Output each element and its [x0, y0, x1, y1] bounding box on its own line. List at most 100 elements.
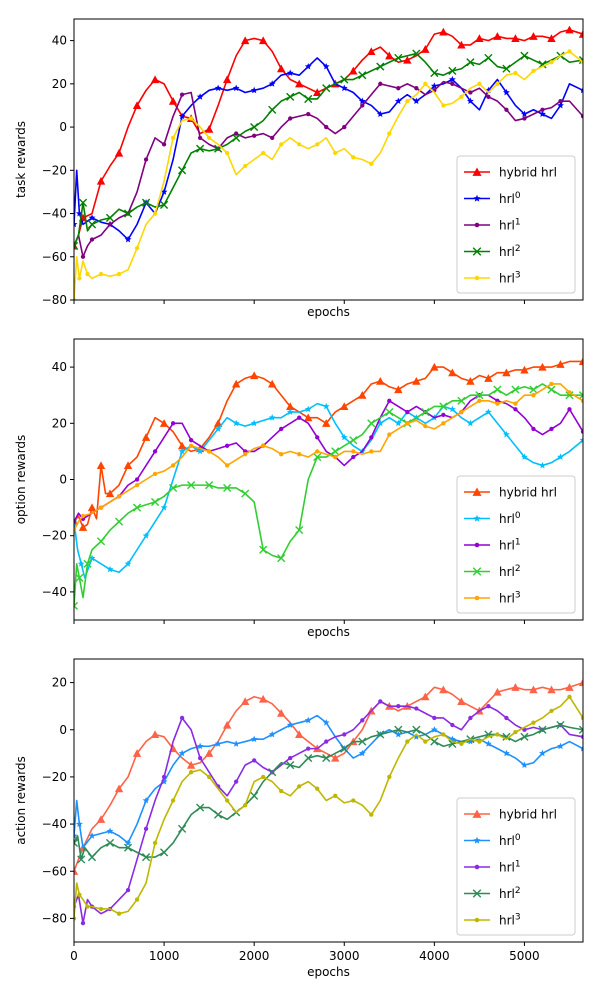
data-point: [232, 133, 241, 142]
legend-entry: hybrid hrl: [464, 166, 557, 180]
marker-stroke: [141, 853, 151, 862]
marker-stroke: [493, 385, 502, 394]
data-point: [450, 722, 455, 728]
data-point: [268, 768, 277, 777]
data-point: [459, 741, 464, 747]
data-point: [178, 112, 186, 120]
y-axis-label: action rewards: [14, 756, 28, 845]
data-point: [502, 368, 511, 377]
data-point: [206, 135, 212, 141]
data-point: [340, 402, 349, 411]
data-point: [134, 897, 140, 902]
data-point: [394, 53, 403, 63]
marker-stroke: [457, 396, 466, 405]
marker-stroke: [150, 497, 160, 507]
data-point: [250, 419, 258, 427]
marker-stroke: [75, 573, 84, 582]
data-point: [322, 84, 331, 93]
data-point: [159, 419, 169, 427]
marker-stroke: [259, 545, 268, 554]
data-point: [304, 405, 312, 413]
marker-stroke: [132, 503, 142, 512]
legend-label: hrl2: [499, 564, 521, 579]
y-tick-label: 20: [52, 676, 67, 690]
data-point: [74, 297, 77, 300]
data-point: [441, 412, 446, 418]
marker-stroke: [250, 122, 259, 132]
data-point: [277, 554, 286, 563]
marker-stroke: [475, 391, 484, 400]
series-line: [74, 724, 583, 861]
legend-marker: [474, 917, 480, 923]
data-point: [233, 779, 239, 784]
data-point: [369, 435, 374, 440]
data-point: [132, 503, 142, 512]
data-point: [143, 157, 149, 162]
series-line: [74, 29, 583, 247]
marker-stroke: [439, 402, 448, 411]
data-point: [152, 211, 158, 216]
legend-marker: [474, 542, 480, 548]
plot-area: [74, 357, 583, 611]
data-point: [179, 92, 185, 97]
marker-stroke: [538, 725, 547, 734]
data-point: [448, 405, 456, 413]
marker-stroke: [472, 247, 482, 256]
legend-label-name: hybrid hrl: [499, 808, 557, 822]
data-point: [466, 737, 474, 745]
data-point: [205, 481, 214, 490]
data-point: [107, 222, 113, 227]
data-point: [243, 163, 248, 169]
legend-label: hrl0: [499, 833, 521, 848]
data-point: [580, 114, 583, 119]
data-point: [459, 94, 464, 99]
legend-label: hrl3: [499, 913, 521, 928]
marker-stroke: [385, 407, 394, 417]
data-point: [152, 471, 158, 477]
data-point: [74, 601, 79, 611]
marker-stroke: [241, 489, 250, 498]
data-point: [579, 86, 583, 94]
data-point: [432, 715, 437, 721]
series-hrl2: [74, 49, 583, 251]
data-point: [351, 454, 356, 460]
data-point: [468, 90, 473, 95]
data-point: [161, 774, 167, 780]
marker-stroke: [472, 889, 482, 898]
legend-label: hrl2: [499, 886, 521, 901]
data-point: [486, 704, 491, 709]
data-point: [232, 419, 240, 427]
legend-label: hrl1: [499, 538, 521, 553]
data-point: [250, 122, 259, 132]
legend-box: [456, 797, 576, 936]
data-point: [430, 362, 439, 371]
data-point: [232, 84, 240, 92]
marker-stroke: [578, 728, 583, 734]
data-point: [89, 237, 95, 242]
data-point: [74, 519, 77, 524]
data-point: [578, 678, 583, 687]
data-point: [529, 685, 538, 694]
data-point: [558, 98, 563, 104]
data-point: [358, 391, 367, 399]
data-point: [423, 423, 428, 429]
legend-label-sup: 2: [515, 886, 521, 896]
data-point: [196, 447, 204, 455]
data-point: [114, 517, 124, 526]
data-point: [387, 774, 392, 780]
data-point: [486, 94, 491, 99]
data-point: [565, 25, 574, 34]
marker-stroke: [472, 567, 482, 576]
x-tick-label: 1000: [149, 949, 180, 963]
data-point: [547, 34, 556, 43]
data-point: [249, 371, 259, 380]
data-point: [565, 683, 574, 691]
legend-label-sup: 3: [515, 913, 521, 923]
data-point: [394, 725, 403, 734]
data-point: [170, 421, 176, 426]
data-point: [268, 105, 277, 114]
legend-entry: hybrid hrl: [464, 486, 557, 500]
data-point: [170, 798, 176, 803]
data-point: [196, 144, 205, 153]
